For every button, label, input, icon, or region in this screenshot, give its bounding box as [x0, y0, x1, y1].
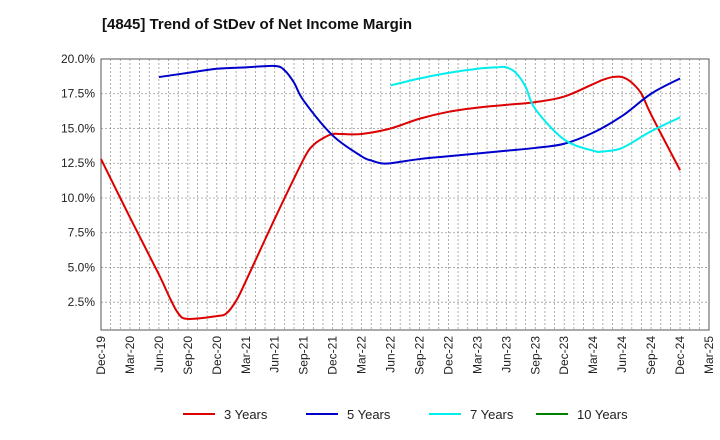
legend: 3 Years 5 Years 7 Years 10 Years	[183, 407, 628, 422]
x-tick-label: Mar-23	[470, 336, 484, 374]
grid	[100, 58, 710, 330]
y-tick-label: 5.0%	[68, 260, 96, 274]
x-tick-label: Dec-19	[94, 336, 108, 375]
x-tick-label: Dec-22	[441, 336, 455, 375]
legend-label-10-years: 10 Years	[577, 407, 628, 422]
legend-label-3-years: 3 Years	[224, 407, 268, 422]
x-tick-label: Dec-24	[673, 336, 687, 375]
x-tick-label: Sep-24	[644, 336, 658, 375]
x-axis: Dec-19 Mar-20 Jun-20 Sep-20 Dec-20 Mar-21 Jun-…	[94, 336, 716, 375]
x-tick-label: Sep-22	[412, 336, 426, 375]
y-axis: 2.5% 5.0% 7.5% 10.0% 12.5% 15.0% 17.5% 20.0%	[61, 52, 95, 309]
x-tick-label: Dec-20	[210, 336, 224, 375]
y-tick-label: 7.5%	[68, 226, 96, 240]
plot-area-border	[100, 58, 710, 331]
y-tick-label: 2.5%	[68, 295, 96, 309]
series-line-3-years	[100, 75, 681, 320]
x-tick-label: Mar-25	[702, 336, 716, 374]
x-tick-label: Jun-22	[384, 336, 398, 373]
series-line-5-years	[158, 64, 681, 165]
x-tick-label: Sep-20	[181, 336, 195, 375]
x-tick-label: Jun-24	[615, 336, 629, 373]
y-tick-label: 15.0%	[61, 121, 95, 135]
y-tick-label: 10.0%	[61, 191, 95, 205]
legend-label-7-years: 7 Years	[470, 407, 514, 422]
x-tick-label: Dec-21	[326, 336, 340, 375]
x-tick-label: Dec-23	[557, 336, 571, 375]
x-tick-label: Mar-24	[586, 336, 600, 374]
x-tick-label: Jun-20	[152, 336, 166, 373]
x-tick-label: Sep-23	[528, 336, 542, 375]
series-lines	[100, 64, 681, 320]
x-tick-label: Sep-21	[297, 336, 311, 375]
x-tick-label: Mar-21	[239, 336, 253, 374]
x-tick-label: Mar-22	[355, 336, 369, 374]
y-tick-label: 17.5%	[61, 87, 95, 101]
x-tick-label: Jun-21	[268, 336, 282, 373]
y-tick-label: 12.5%	[61, 156, 95, 170]
x-tick-label: Jun-23	[499, 336, 513, 373]
series-line-7-years	[390, 65, 681, 153]
chart-title: [4845] Trend of StDev of Net Income Marg…	[102, 16, 412, 33]
x-tick-label: Mar-20	[123, 336, 137, 374]
y-tick-label: 20.0%	[61, 52, 95, 66]
legend-label-5-years: 5 Years	[347, 407, 391, 422]
